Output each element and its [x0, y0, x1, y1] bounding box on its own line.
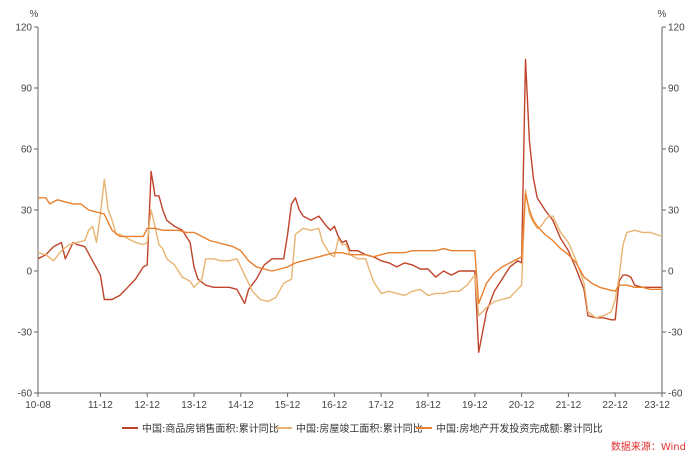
x-tick-label: 17-12	[368, 400, 394, 411]
left-axis-unit: %	[30, 9, 39, 20]
x-tick-label: 15-12	[275, 400, 301, 411]
y-tick-label-left: 0	[26, 267, 32, 278]
y-tick-label-right: 0	[668, 267, 674, 278]
x-tick-label: 11-12	[88, 400, 113, 411]
series-line-1	[37, 178, 663, 319]
legend-swatch-sales	[122, 426, 138, 429]
series-line-0	[37, 58, 662, 353]
x-tick-label: 13-12	[181, 400, 207, 411]
y-tick-label-right: 120	[668, 23, 685, 34]
y-tick-label-left: 120	[15, 23, 32, 34]
x-tick-label: 22-12	[602, 400, 628, 411]
y-tick-label-left: 30	[21, 206, 33, 217]
y-tick-label-left: 90	[21, 84, 33, 95]
x-tick-label: 21-12	[556, 400, 582, 411]
legend-label-investment: 中国:房地产开发投资完成额:累计同比	[436, 424, 603, 435]
x-tick-label: 18-12	[415, 400, 441, 411]
x-tick-label: 20-12	[509, 400, 535, 411]
left-y-axis: -60 -30 0 30 60 90 120	[15, 23, 38, 400]
series-line-2	[38, 193, 662, 305]
y-tick-label-left: -30	[18, 328, 33, 339]
right-axis-unit: %	[658, 9, 667, 20]
y-tick-label-right: -30	[668, 328, 683, 339]
data-source: 数据来源：Wind	[610, 442, 686, 453]
y-tick-label-right: 60	[668, 145, 680, 156]
x-axis: 10-08 11-12 12-12 13-12 14-12 15-12 16-12 17-12…	[25, 393, 670, 411]
legend: 中国:商品房销售面积:累计同比 中国:房屋竣工面积:累计同比 中国:房地产开发投…	[0, 420, 700, 435]
x-tick-label: 23-12	[644, 400, 670, 411]
y-tick-label-right: -60	[668, 389, 683, 400]
x-tick-label: 12-12	[134, 400, 160, 411]
y-tick-label-left: 60	[21, 145, 33, 156]
legend-swatch-investment	[416, 426, 432, 429]
series-lines	[37, 58, 663, 353]
x-tick-label: 10-08	[25, 400, 51, 411]
right-y-axis: -60 -30 0 30 60 90 120	[662, 23, 685, 400]
y-tick-label-left: -60	[18, 389, 33, 400]
legend-label-completion: 中国:房屋竣工面积:累计同比	[296, 424, 423, 435]
x-tick-label: 14-12	[228, 400, 254, 411]
y-tick-label-right: 90	[668, 84, 680, 95]
legend-swatch-completion	[276, 426, 292, 429]
legend-item-completion: 中国:房屋竣工面积:累计同比	[276, 420, 423, 435]
legend-item-investment: 中国:房地产开发投资完成额:累计同比	[416, 420, 603, 435]
x-tick-label: 19-12	[462, 400, 488, 411]
y-tick-label-right: 30	[668, 206, 680, 217]
legend-item-sales: 中国:商品房销售面积:累计同比	[122, 420, 279, 435]
x-tick-label: 16-12	[322, 400, 348, 411]
legend-label-sales: 中国:商品房销售面积:累计同比	[142, 424, 279, 435]
